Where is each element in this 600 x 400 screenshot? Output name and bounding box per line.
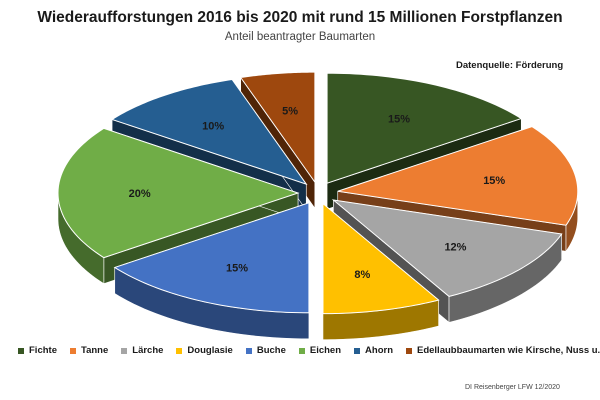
- pie-slice-ahorn: [110, 78, 308, 186]
- legend-item: Buche: [245, 345, 286, 356]
- legend-label: Ahorn: [365, 345, 393, 356]
- pie-slice-fichte: [326, 72, 523, 184]
- legend-label: Edellaubbaumarten wie Kirsche, Nuss u.a.: [417, 345, 600, 356]
- legend-item: Douglasie: [176, 345, 233, 356]
- legend-swatch: [18, 347, 24, 354]
- pie-slice-buche: [113, 202, 310, 314]
- legend-label: Eichen: [309, 345, 342, 356]
- slice-value-label: 20%: [129, 188, 151, 200]
- slice-value-label: 5%: [282, 105, 298, 117]
- slice-value-label: 15%: [226, 262, 248, 274]
- legend-swatch: [69, 347, 76, 354]
- chart-legend: Fichte Tanne Lärche Douglasie Buche Eichen Aho…: [18, 345, 600, 356]
- pie-slice-lärche: [331, 199, 563, 297]
- legend-item: Lärche: [121, 345, 163, 356]
- legend-swatch: [121, 347, 128, 354]
- chart-title: Wiederaufforstungen 2016 bis 2020 mit ru…: [37, 9, 563, 26]
- legend-item: Tanne: [69, 345, 109, 356]
- legend-swatch: [245, 347, 252, 354]
- pie-tops: 15% 15% 12% 8% 15% 20% 10% 5%: [57, 71, 579, 315]
- legend-item: Fichte: [18, 345, 57, 356]
- legend-swatch: [354, 347, 361, 354]
- legend-label: Tanne: [80, 345, 109, 356]
- legend-label: Buche: [256, 345, 286, 356]
- slice-value-label: 15%: [388, 114, 410, 126]
- pie-slice-douglasie: [322, 202, 440, 315]
- legend-label: Fichte: [29, 345, 57, 356]
- legend-item: Eichen: [298, 345, 342, 356]
- legend-item: Ahorn: [354, 345, 393, 356]
- legend-swatch: [406, 347, 412, 354]
- legend-swatch: [298, 347, 305, 354]
- legend-label: Lärche: [132, 345, 164, 356]
- data-source-note: Datenquelle: Förderung: [456, 60, 564, 71]
- slice-value-label: 8%: [354, 269, 370, 281]
- chart-subtitle: Anteil beantragter Baumarten: [224, 31, 376, 43]
- pie-slice-tanne: [337, 126, 579, 226]
- pie-slice-eichen: [57, 127, 300, 259]
- legend-swatch: [176, 347, 183, 354]
- slice-value-label: 15%: [483, 175, 505, 187]
- slice-value-label: 12%: [444, 241, 466, 253]
- slice-value-label: 10%: [202, 120, 224, 132]
- legend-item: Edellaubbaumarten wie Kirsche, Nuss u.a.: [406, 345, 600, 356]
- pie-slice-edellaubbaumarten: [239, 71, 316, 184]
- legend-label: Douglasie: [187, 345, 233, 356]
- author-credit: DI Reisenberger LFW 12/2020: [465, 384, 560, 391]
